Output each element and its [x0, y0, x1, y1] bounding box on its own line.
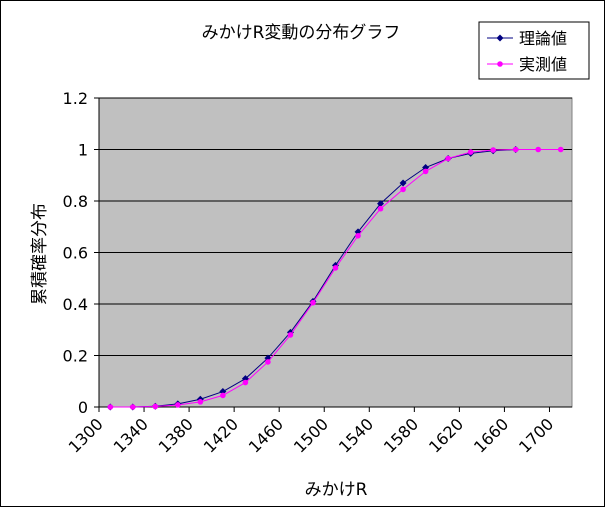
x-tick-label: 1620 [425, 414, 467, 456]
series-1-point [399, 179, 407, 187]
chart-title: みかけR変動の分布グラフ [202, 23, 401, 43]
y-tick-label: 0.4 [63, 295, 88, 314]
x-tick-label: 1300 [65, 414, 107, 456]
series-2-point [197, 399, 204, 405]
y-tick-label: 0.6 [63, 244, 88, 263]
x-tick-label: 1420 [200, 414, 242, 456]
x-tick-label: 1460 [245, 414, 287, 456]
series-2-point [490, 147, 496, 153]
x-tick-label: 1580 [380, 414, 422, 456]
x-tick-label: 1380 [155, 414, 197, 456]
series-2-point [445, 155, 451, 162]
series-2-point [467, 149, 474, 155]
y-axis-label: 累積確率分布 [30, 203, 50, 305]
legend-box [478, 21, 590, 80]
legend-label: 理論値 [519, 29, 567, 48]
legend-marker [497, 61, 503, 67]
legend-marker [496, 34, 504, 42]
series-2-point [400, 186, 406, 193]
x-axis-label: みかけR [305, 480, 368, 500]
series-2-point [265, 359, 271, 365]
x-tick-label: 1660 [470, 414, 512, 456]
legend-label: 実測値 [519, 55, 567, 74]
series-2-point [129, 404, 136, 410]
series-1-point [377, 200, 385, 208]
series-2-point [332, 265, 339, 271]
y-tick-label: 0.8 [63, 192, 88, 211]
y-tick-label: 1.2 [63, 89, 88, 108]
series-2-point [355, 232, 361, 239]
series-2-point [377, 205, 384, 212]
x-tick-label: 1540 [335, 414, 377, 456]
series-2-point [220, 392, 226, 399]
y-tick-label: 1 [78, 141, 88, 160]
series-2-point [310, 299, 316, 306]
x-tick-label: 1340 [110, 414, 152, 456]
series-2-point [287, 332, 294, 338]
y-tick-label: 0.2 [63, 347, 88, 366]
series-2-point [535, 146, 542, 153]
y-tick-label: 0 [78, 398, 88, 417]
x-tick-label: 1700 [515, 414, 557, 456]
plot-layer: 0 0.2 0.4 0.6 0.8 1 1.2 1300 1340 1380 1420 1460 150… [63, 89, 573, 457]
series-2-point [512, 146, 519, 153]
series-2-point [152, 403, 159, 410]
series-2-point [422, 168, 429, 175]
series-2-point [175, 402, 181, 408]
series-2-point [557, 146, 564, 153]
series-2-point [107, 404, 114, 410]
series-2-point [242, 379, 249, 386]
x-tick-label: 1500 [290, 414, 332, 456]
